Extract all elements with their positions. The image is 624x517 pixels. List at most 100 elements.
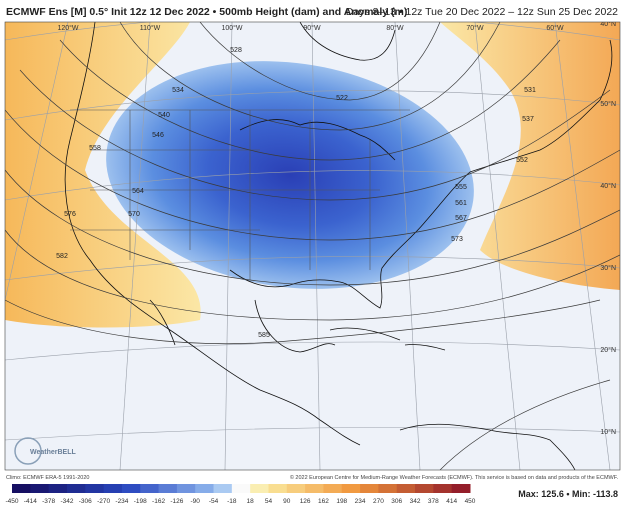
colorbar-tick-label: -270	[97, 498, 110, 505]
contour-label: 546	[152, 132, 164, 139]
colorbar-tick-label: 414	[446, 498, 457, 505]
map: 528 534 540 546 522 558 564 570 576 582 585 531 537 5…	[5, 20, 620, 470]
colorbar-segment	[341, 484, 361, 493]
colorbar-tick-label: 378	[428, 498, 439, 505]
longitude-label: 100°W	[221, 24, 242, 32]
longitude-label: 110°W	[140, 24, 161, 32]
logo-mark	[14, 437, 42, 465]
contour-label: 534	[172, 87, 184, 94]
colorbar-tick-label: -162	[152, 498, 165, 505]
colorbar-segment	[30, 484, 50, 493]
colorbar-tick-label: -450	[5, 498, 18, 505]
contour-label: 564	[132, 188, 144, 195]
colorbar-tick-label: 18	[247, 498, 255, 505]
colorbar-tick-label: 270	[373, 498, 384, 505]
colorbar-tick-label: -234	[115, 498, 128, 505]
colorbar-tick-label: -198	[134, 498, 147, 505]
colorbar-tick-label: -306	[79, 498, 92, 505]
stats: Max: 125.6 • Min: -113.8	[518, 489, 618, 499]
colorbar-segment	[66, 484, 86, 493]
colorbar-segment	[433, 484, 453, 493]
contour-label: 537	[522, 116, 534, 123]
colorbar-segment	[286, 484, 306, 493]
colorbar-tick-label: -378	[42, 498, 55, 505]
colorbar-segment	[176, 484, 196, 493]
colorbar-tick-label: 90	[283, 498, 291, 505]
colorbar-tick-label: 342	[410, 498, 421, 505]
colorbar-segment	[85, 484, 105, 493]
climo: Climo: ECMWF ERA-5 1991-2020	[6, 475, 89, 481]
colorbar-tick-label: -342	[60, 498, 73, 505]
graticule	[5, 22, 620, 470]
longitude-labels: 120°W 110°W 100°W 90°W 80°W 70°W 60°W	[57, 24, 564, 32]
contour-label: 570	[128, 211, 140, 218]
colorbar-segment	[323, 484, 343, 493]
latitude-label: 20°N	[600, 346, 616, 354]
contour-label: 558	[89, 145, 101, 152]
colorbar: -450 -414 -378 -342 -306 -270 -234 -198 -162 -126…	[5, 484, 476, 505]
contour-label: 522	[336, 95, 348, 102]
colorbar-segment	[48, 484, 68, 493]
colorbar-segment	[121, 484, 141, 493]
colorbar-segment	[396, 484, 416, 493]
contour-label: 573	[451, 236, 463, 243]
longitude-label: 90°W	[303, 24, 321, 32]
colorbar-tick-label: 162	[318, 498, 329, 505]
colorbar-segment	[213, 484, 233, 493]
contour-labels: 528 534 540 546 522 558 564 570 576 582 585 531 537 5…	[56, 47, 536, 339]
contour-label: 528	[230, 47, 242, 54]
colorbar-tick-label: -18	[227, 498, 237, 505]
latitude-labels: 40°N 50°N 40°N 30°N 20°N 10°N	[600, 20, 616, 436]
colorbar-tick-label: -126	[170, 498, 183, 505]
contour-label: 576	[64, 211, 76, 218]
title-left: ECMWF Ens [M] 0.5° Init 12z 12 Dec 2022 …	[6, 6, 407, 18]
latitude-label: 40°N	[600, 20, 616, 28]
contour-label: 552	[516, 157, 528, 164]
longitude-label: 60°W	[546, 24, 564, 32]
map-frame	[4, 21, 621, 471]
latitude-label: 50°N	[600, 100, 616, 108]
contour-label: 561	[455, 200, 467, 207]
colorbar-segment	[360, 484, 379, 493]
colorbar-tick-label: 126	[300, 498, 311, 505]
colorbar-tick-label: 450	[465, 498, 476, 505]
colorbar-segment	[305, 484, 324, 493]
contour-label: 585	[258, 332, 270, 339]
colorbar-tick-label: -54	[209, 498, 219, 505]
colorbar-segment	[195, 484, 215, 493]
longitude-label: 120°W	[57, 24, 78, 32]
colorbar-tick-label: -414	[24, 498, 37, 505]
height-contours	[5, 22, 620, 470]
colorbar-segment	[451, 484, 471, 493]
contour-label: 567	[455, 215, 467, 222]
latitude-label: 30°N	[600, 264, 616, 272]
colorbar-tick-label: 198	[336, 498, 347, 505]
colorbar-segment	[12, 484, 31, 493]
colorbar-segment	[140, 484, 160, 493]
colorbar-tick-label: 54	[265, 498, 273, 505]
cold-anomaly	[106, 61, 474, 289]
title-right: Days 8–13 • 12z Tue 20 Dec 2022 – 12z Su…	[346, 6, 618, 18]
contour-label: 540	[158, 112, 170, 119]
colorbar-segment	[250, 484, 269, 493]
latitude-label: 10°N	[600, 428, 616, 436]
colorbar-segment	[378, 484, 398, 493]
warm-anomaly-west	[5, 22, 201, 328]
longitude-label: 80°W	[386, 24, 404, 32]
colorbar-segment	[268, 484, 288, 493]
warm-anomaly-east	[440, 22, 620, 290]
longitude-label: 70°W	[466, 24, 484, 32]
contour-label: 555	[455, 184, 467, 191]
logo: WeatherBELL	[30, 449, 76, 456]
latitude-label: 40°N	[600, 182, 616, 190]
colorbar-segment	[231, 484, 251, 493]
copyright: © 2022 European Centre for Medium-Range …	[290, 474, 619, 481]
colorbar-segment	[158, 484, 178, 493]
colorbar-tick-label: 306	[391, 498, 402, 505]
colorbar-tick-label: 234	[355, 498, 366, 505]
contour-label: 531	[524, 87, 536, 94]
contour-label: 582	[56, 253, 68, 260]
colorbar-segment	[415, 484, 434, 493]
colorbar-segment	[103, 484, 123, 493]
